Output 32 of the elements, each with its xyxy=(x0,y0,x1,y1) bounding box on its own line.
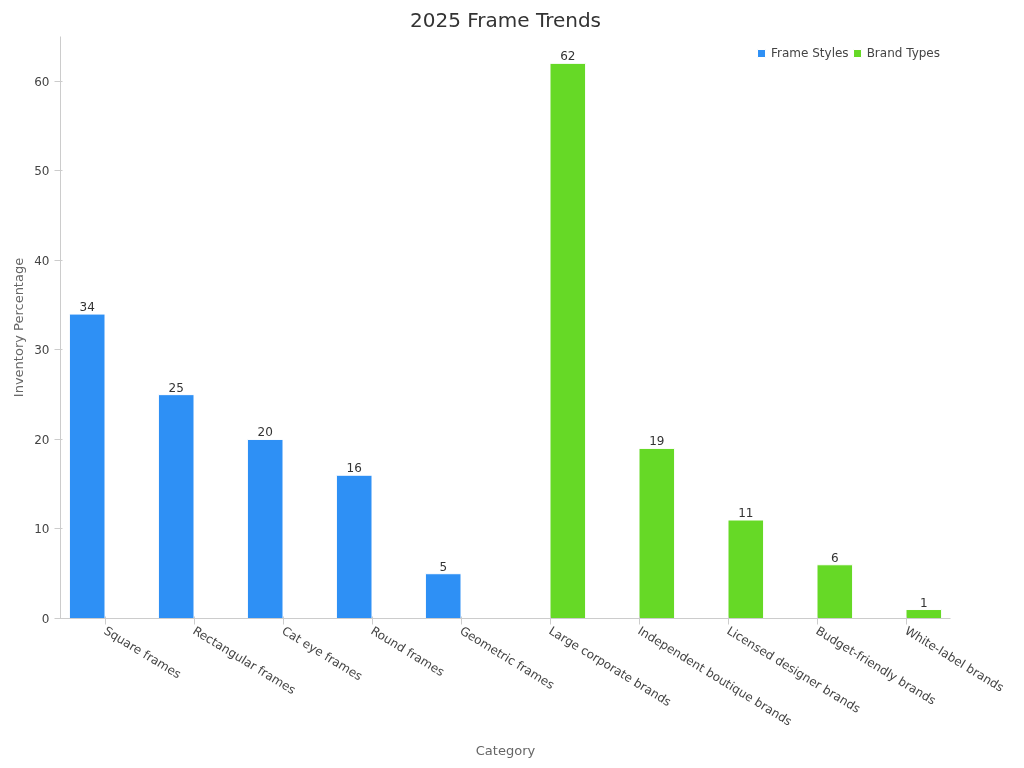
data-label: 20 xyxy=(257,425,273,440)
y-tick-label: 50 xyxy=(34,164,50,179)
y-tick-label: 60 xyxy=(34,74,50,89)
y-axis-title: Inventory Percentage xyxy=(11,257,27,398)
bar xyxy=(727,519,765,619)
data-label: 1 xyxy=(919,595,928,610)
bar xyxy=(816,564,854,619)
data-label: 62 xyxy=(560,49,576,64)
bar xyxy=(549,62,587,619)
bar xyxy=(68,313,106,619)
y-tick-label: 0 xyxy=(41,612,50,626)
data-label: 19 xyxy=(649,434,665,449)
data-label: 5 xyxy=(439,559,448,574)
legend-label: Brand Types xyxy=(866,46,940,60)
data-label: 34 xyxy=(79,300,95,315)
bar xyxy=(638,447,676,619)
bar xyxy=(905,609,943,619)
bar xyxy=(335,474,373,619)
data-label: 6 xyxy=(830,550,839,565)
data-label: 16 xyxy=(346,461,362,476)
x-axis-title: Category xyxy=(475,742,536,758)
data-label: 25 xyxy=(168,380,184,395)
legend-label: Frame Styles xyxy=(771,46,849,60)
bar xyxy=(246,438,284,619)
y-tick-label: 20 xyxy=(34,432,50,447)
y-tick-label: 30 xyxy=(34,343,50,358)
bar xyxy=(157,394,195,619)
chart-title: 2025 Frame Trends xyxy=(409,7,602,32)
y-tick-label: 10 xyxy=(34,522,50,537)
bar xyxy=(424,573,462,619)
data-label: 11 xyxy=(738,506,754,521)
y-tick-label: 40 xyxy=(34,253,50,268)
